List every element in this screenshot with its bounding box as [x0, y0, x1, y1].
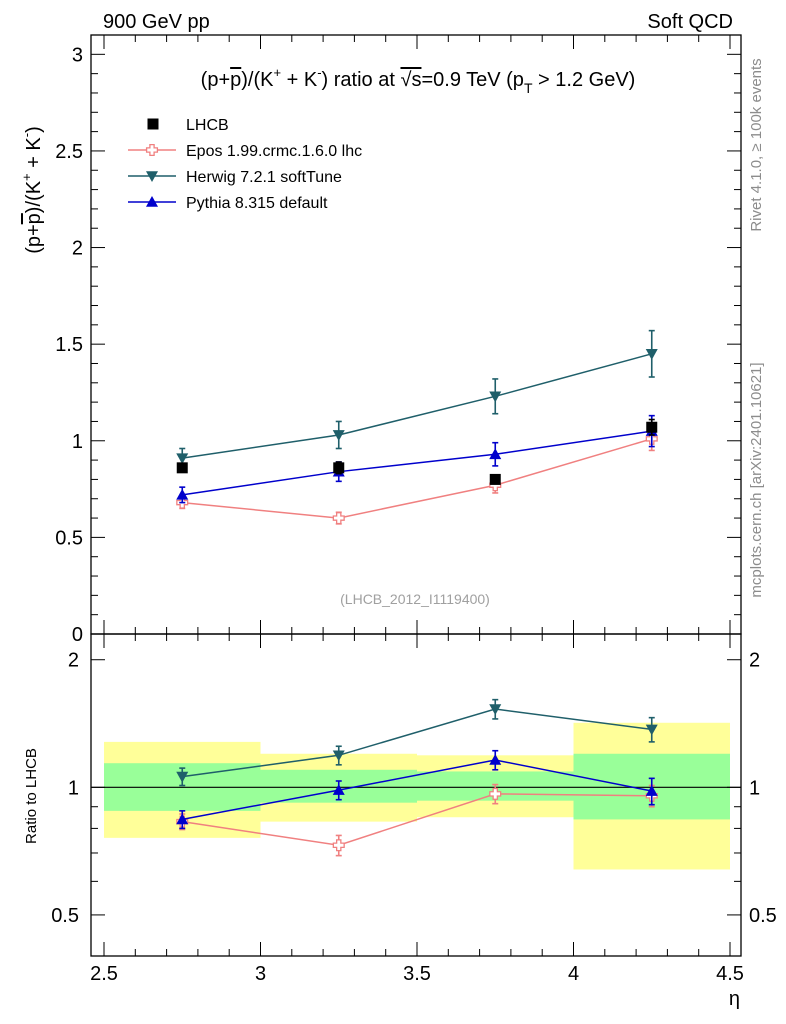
- ratio-0-point-2: [489, 787, 502, 800]
- legend-label-pythia: Pythia 8.315 default: [186, 195, 328, 212]
- series-0-point-1: [332, 512, 345, 525]
- series-1-point-1: [332, 430, 345, 441]
- x-axis-label: η: [729, 988, 740, 1010]
- xtick-label-0: 2.5: [90, 963, 118, 985]
- ratio-2-point-0: [176, 813, 189, 825]
- main-ytick-label-0: 0: [72, 624, 83, 646]
- main-ytick-label-6: 3: [72, 44, 83, 66]
- ratio-1-point-1: [332, 750, 345, 762]
- legend-markers: [128, 118, 176, 207]
- series-2-point-0: [176, 488, 189, 500]
- data-point-1: [333, 462, 345, 474]
- rivet-label: Rivet 4.1.0, ≥ 100k events: [748, 58, 765, 231]
- xtick-label-3: 4: [568, 963, 579, 985]
- ratio-1-point-3: [645, 724, 658, 736]
- xtick-label-4: 4.5: [716, 963, 744, 985]
- legend-marker-1: [146, 171, 158, 182]
- y-axis-label: (p+p)/(K+ + K-): [19, 126, 45, 254]
- xtick-label-1: 3: [255, 963, 266, 985]
- ratio-ytick-label-right-1: 1: [749, 777, 760, 799]
- ratio-ytick-label-right-2: 2: [749, 650, 760, 672]
- legend-label-herwig: Herwig 7.2.1 softTune: [186, 169, 342, 186]
- ratio-0-point-1: [332, 839, 345, 852]
- legend-marker-2: [146, 196, 158, 207]
- ratio-frame: [90, 633, 742, 957]
- ratio-ytick-label-left-1: 1: [68, 777, 79, 799]
- legend-label-lhcb: LHCB: [186, 117, 229, 134]
- ratio-2-point-1: [332, 784, 345, 795]
- ratio-ytick-label-left-2: 2: [68, 650, 79, 672]
- main-series: [176, 329, 658, 525]
- ratio-axis-label: Ratio to LHCB: [23, 748, 40, 844]
- series-2-point-2: [489, 448, 502, 460]
- frames: [90, 34, 742, 957]
- analysis-id: (LHCB_2012_I1119400): [340, 591, 490, 607]
- ratio-1-point-2: [489, 704, 502, 716]
- ratio-ytick-label-right-0: 0.5: [749, 905, 777, 927]
- legend-marker-lhcb: [147, 118, 159, 130]
- legend: LHCB Epos 1.99.crmc.1.6.0 lhc Herwig 7.2…: [186, 117, 362, 212]
- main-ytick-label-3: 1.5: [55, 334, 83, 356]
- ratio-line-0: [182, 793, 652, 847]
- main-title: (p+p)/(K+ + K-) ratio at √s=0.9 TeV (pT …: [201, 65, 636, 96]
- series-line-2: [182, 430, 652, 496]
- ticks: 0 0.5 1 1.5 2 2.5 3 0.5 0.5 1 1 2 2 2.5 3 3.5 4 4.5: [51, 34, 777, 985]
- main-ytick-label-2: 1: [72, 431, 83, 453]
- series-line-1: [182, 353, 652, 459]
- ratio-2-point-2: [489, 754, 502, 765]
- ratio-line-1: [182, 708, 652, 778]
- ratio-2-point-3: [645, 785, 658, 796]
- data-point-2: [489, 473, 501, 485]
- data-point-0: [176, 462, 188, 474]
- main-ytick-label-4: 2: [72, 238, 83, 260]
- main-ytick-label-1: 0.5: [55, 527, 83, 549]
- header-right: Soft QCD: [647, 11, 733, 33]
- xtick-label-2: 3.5: [403, 963, 431, 985]
- ratio-ytick-label-left-0: 0.5: [51, 905, 79, 927]
- ratio-line-2: [182, 759, 652, 821]
- series-1-point-3: [645, 349, 658, 360]
- series-1-point-0: [176, 453, 189, 465]
- header-left: 900 GeV pp: [103, 11, 210, 33]
- main-ytick-label-5: 2.5: [55, 141, 83, 163]
- series-1-point-2: [489, 391, 502, 403]
- legend-label-epos: Epos 1.99.crmc.1.6.0 lhc: [186, 143, 362, 160]
- ratio-1-point-0: [176, 771, 189, 783]
- data-point-3: [646, 421, 658, 433]
- legend-marker-0: [145, 143, 159, 157]
- ratio-series: [176, 698, 658, 857]
- series-line-0: [182, 438, 652, 519]
- mcplots-label: mcplots.cern.ch [arXiv:2401.10621]: [748, 362, 765, 597]
